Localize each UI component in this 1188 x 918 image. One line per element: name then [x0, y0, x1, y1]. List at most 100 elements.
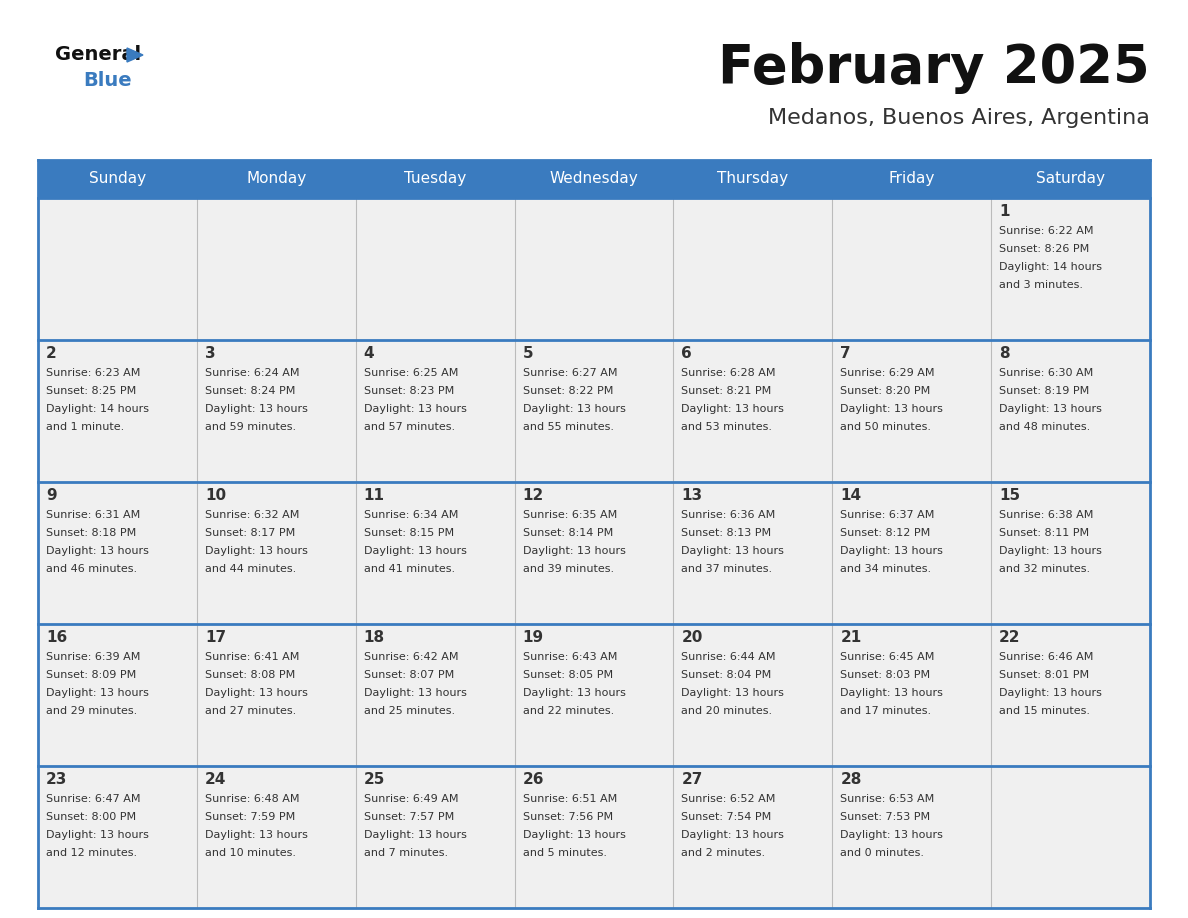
Text: and 48 minutes.: and 48 minutes.: [999, 422, 1091, 432]
Bar: [674, 482, 833, 624]
Text: Sunset: 8:21 PM: Sunset: 8:21 PM: [682, 386, 772, 396]
Text: Sunset: 8:15 PM: Sunset: 8:15 PM: [364, 528, 454, 538]
Text: 3: 3: [204, 346, 215, 361]
Text: Sunrise: 6:47 AM: Sunrise: 6:47 AM: [46, 794, 140, 804]
Text: Sunrise: 6:35 AM: Sunrise: 6:35 AM: [523, 510, 617, 520]
Text: Daylight: 13 hours: Daylight: 13 hours: [682, 404, 784, 414]
Text: Sunset: 7:56 PM: Sunset: 7:56 PM: [523, 812, 613, 822]
Text: Daylight: 13 hours: Daylight: 13 hours: [46, 546, 148, 556]
Bar: [197, 766, 355, 908]
Text: Daylight: 13 hours: Daylight: 13 hours: [204, 404, 308, 414]
Text: Saturday: Saturday: [1036, 172, 1105, 186]
Text: Sunrise: 6:45 AM: Sunrise: 6:45 AM: [840, 652, 935, 662]
Text: and 53 minutes.: and 53 minutes.: [682, 422, 772, 432]
Text: Blue: Blue: [83, 72, 132, 91]
Bar: [38, 160, 1150, 198]
Bar: [991, 340, 1150, 482]
Text: and 59 minutes.: and 59 minutes.: [204, 422, 296, 432]
Text: and 15 minutes.: and 15 minutes.: [999, 706, 1091, 716]
Text: Daylight: 13 hours: Daylight: 13 hours: [999, 546, 1102, 556]
Bar: [991, 198, 1150, 340]
Text: Sunset: 8:13 PM: Sunset: 8:13 PM: [682, 528, 771, 538]
Text: and 34 minutes.: and 34 minutes.: [840, 564, 931, 574]
Bar: [833, 766, 991, 908]
Text: Tuesday: Tuesday: [404, 172, 466, 186]
Text: Sunset: 8:08 PM: Sunset: 8:08 PM: [204, 670, 295, 680]
Text: Sunset: 8:00 PM: Sunset: 8:00 PM: [46, 812, 137, 822]
Text: Daylight: 13 hours: Daylight: 13 hours: [682, 830, 784, 840]
Text: Daylight: 13 hours: Daylight: 13 hours: [46, 688, 148, 698]
Bar: [38, 482, 197, 624]
Bar: [514, 198, 674, 340]
Text: and 12 minutes.: and 12 minutes.: [46, 848, 137, 858]
Bar: [197, 198, 355, 340]
Text: Sunrise: 6:31 AM: Sunrise: 6:31 AM: [46, 510, 140, 520]
Bar: [833, 340, 991, 482]
Text: Sunrise: 6:52 AM: Sunrise: 6:52 AM: [682, 794, 776, 804]
Text: Sunrise: 6:24 AM: Sunrise: 6:24 AM: [204, 368, 299, 378]
Bar: [833, 482, 991, 624]
Bar: [991, 766, 1150, 908]
Text: 5: 5: [523, 346, 533, 361]
Text: Daylight: 13 hours: Daylight: 13 hours: [840, 546, 943, 556]
Bar: [674, 624, 833, 766]
Bar: [355, 340, 514, 482]
Text: 24: 24: [204, 772, 226, 787]
Text: Sunrise: 6:48 AM: Sunrise: 6:48 AM: [204, 794, 299, 804]
Text: Sunrise: 6:46 AM: Sunrise: 6:46 AM: [999, 652, 1093, 662]
Text: Sunset: 8:07 PM: Sunset: 8:07 PM: [364, 670, 454, 680]
Text: Daylight: 13 hours: Daylight: 13 hours: [364, 404, 467, 414]
Text: and 17 minutes.: and 17 minutes.: [840, 706, 931, 716]
Text: Daylight: 13 hours: Daylight: 13 hours: [364, 546, 467, 556]
Text: February 2025: February 2025: [719, 42, 1150, 94]
Bar: [674, 340, 833, 482]
Text: Sunset: 8:24 PM: Sunset: 8:24 PM: [204, 386, 296, 396]
Text: 26: 26: [523, 772, 544, 787]
Bar: [197, 482, 355, 624]
Text: Sunrise: 6:41 AM: Sunrise: 6:41 AM: [204, 652, 299, 662]
Text: Sunrise: 6:28 AM: Sunrise: 6:28 AM: [682, 368, 776, 378]
Text: Sunrise: 6:29 AM: Sunrise: 6:29 AM: [840, 368, 935, 378]
Text: Sunset: 8:19 PM: Sunset: 8:19 PM: [999, 386, 1089, 396]
Bar: [38, 766, 197, 908]
Text: Sunrise: 6:23 AM: Sunrise: 6:23 AM: [46, 368, 140, 378]
Text: Daylight: 14 hours: Daylight: 14 hours: [46, 404, 148, 414]
Text: 23: 23: [46, 772, 68, 787]
Text: and 7 minutes.: and 7 minutes.: [364, 848, 448, 858]
Text: 12: 12: [523, 488, 544, 503]
Text: 21: 21: [840, 630, 861, 645]
Text: Daylight: 13 hours: Daylight: 13 hours: [204, 830, 308, 840]
Text: and 29 minutes.: and 29 minutes.: [46, 706, 138, 716]
Text: 13: 13: [682, 488, 702, 503]
Text: and 39 minutes.: and 39 minutes.: [523, 564, 614, 574]
Text: and 20 minutes.: and 20 minutes.: [682, 706, 772, 716]
Bar: [514, 482, 674, 624]
Text: Sunset: 8:04 PM: Sunset: 8:04 PM: [682, 670, 772, 680]
Text: Daylight: 13 hours: Daylight: 13 hours: [999, 688, 1102, 698]
Bar: [38, 198, 197, 340]
Text: Daylight: 13 hours: Daylight: 13 hours: [840, 688, 943, 698]
Text: Sunrise: 6:30 AM: Sunrise: 6:30 AM: [999, 368, 1093, 378]
Text: 4: 4: [364, 346, 374, 361]
Text: Sunset: 8:18 PM: Sunset: 8:18 PM: [46, 528, 137, 538]
Text: Sunrise: 6:34 AM: Sunrise: 6:34 AM: [364, 510, 459, 520]
Text: Sunday: Sunday: [89, 172, 146, 186]
Text: 6: 6: [682, 346, 693, 361]
Bar: [514, 624, 674, 766]
Text: Sunset: 7:59 PM: Sunset: 7:59 PM: [204, 812, 295, 822]
Text: Daylight: 13 hours: Daylight: 13 hours: [364, 688, 467, 698]
Text: Sunset: 8:14 PM: Sunset: 8:14 PM: [523, 528, 613, 538]
Text: Sunrise: 6:49 AM: Sunrise: 6:49 AM: [364, 794, 459, 804]
Text: Sunrise: 6:39 AM: Sunrise: 6:39 AM: [46, 652, 140, 662]
Text: and 25 minutes.: and 25 minutes.: [364, 706, 455, 716]
Text: and 3 minutes.: and 3 minutes.: [999, 280, 1083, 290]
Text: Daylight: 13 hours: Daylight: 13 hours: [682, 546, 784, 556]
Bar: [197, 624, 355, 766]
Text: 2: 2: [46, 346, 57, 361]
Text: Daylight: 14 hours: Daylight: 14 hours: [999, 262, 1102, 272]
Text: and 27 minutes.: and 27 minutes.: [204, 706, 296, 716]
Text: 19: 19: [523, 630, 544, 645]
Bar: [355, 482, 514, 624]
Text: Sunset: 7:57 PM: Sunset: 7:57 PM: [364, 812, 454, 822]
Text: Sunset: 7:53 PM: Sunset: 7:53 PM: [840, 812, 930, 822]
